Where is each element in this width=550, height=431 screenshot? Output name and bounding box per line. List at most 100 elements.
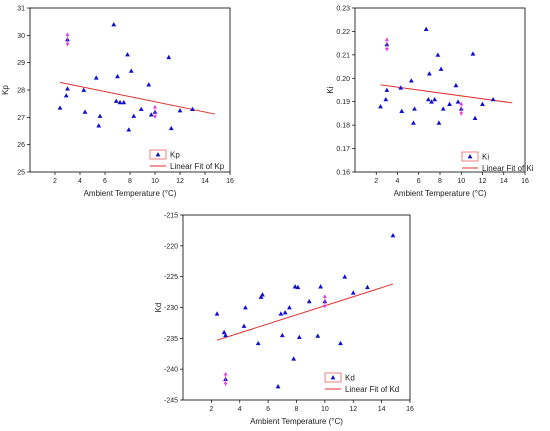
x-tick-label: 10	[321, 406, 329, 413]
y-axis-label: Ki	[326, 86, 335, 93]
data-point	[81, 87, 87, 92]
data-point	[365, 284, 370, 290]
data-point	[306, 298, 312, 304]
legend-swatch-box	[149, 149, 167, 160]
highlight-marker	[384, 37, 389, 52]
data-point	[221, 329, 227, 335]
data-point	[258, 294, 264, 299]
data-point	[93, 75, 99, 80]
data-point	[398, 85, 404, 90]
data-point	[432, 96, 438, 102]
data-point	[214, 311, 220, 316]
data-point	[287, 305, 292, 310]
x-tick-label: 8	[128, 178, 132, 185]
data-point	[472, 115, 478, 121]
data-point	[63, 93, 69, 98]
legend-triangle-icon	[155, 152, 161, 157]
y-tick-label: 27	[17, 115, 25, 122]
x-tick-label: 4	[238, 406, 242, 413]
y-tick-label: 31	[17, 6, 25, 13]
legend-label-series: Kp	[170, 151, 180, 160]
data-point	[295, 284, 301, 290]
data-point	[125, 52, 130, 57]
data-point	[296, 334, 302, 340]
y-tick-label: 28	[17, 88, 25, 95]
data-point	[447, 101, 452, 106]
y-tick-label: -215	[164, 213, 178, 220]
x-tick-label: 12	[479, 178, 487, 185]
plot-frame	[182, 214, 411, 401]
highlight-marker	[153, 104, 157, 119]
data-point	[166, 54, 172, 60]
x-tick-label: 6	[266, 406, 270, 413]
data-point	[426, 71, 432, 76]
legend: Ki Linear Fit of Ki	[461, 151, 534, 173]
x-tick-label: 2	[374, 178, 378, 185]
linear-fit-line	[59, 81, 216, 115]
data-point	[480, 101, 485, 106]
data-point	[435, 52, 441, 57]
legend-label-fit: Linear Fit of Ki	[482, 164, 534, 173]
y-tick-label: 29	[17, 60, 25, 67]
data-point	[440, 106, 446, 111]
y-tick-label: 0.18	[336, 123, 350, 130]
legend-triangle-icon	[467, 154, 473, 159]
x-tick-label: 4	[396, 178, 400, 185]
legend-label-series: Kd	[345, 374, 355, 383]
y-tick-label: 0.16	[336, 170, 350, 177]
chart-panel-ki: 2 4 6 8 10 12 14 16 0.16 0.17 0.18 0.19 0.20 0.21 0.22…	[326, 6, 534, 199]
x-tick-label: 12	[349, 406, 357, 413]
x-axis-label: Ambient Temperature (°C)	[394, 189, 487, 198]
data-point	[190, 106, 195, 112]
data-point	[455, 99, 461, 104]
x-tick-label: 14	[378, 406, 386, 413]
data-point	[121, 99, 127, 105]
data-point	[429, 99, 434, 104]
data-point	[315, 333, 321, 338]
legend-label-fit: Linear Fit of Kd	[345, 385, 399, 394]
data-point	[423, 26, 429, 32]
x-tick-label: 12	[176, 178, 184, 185]
legend: Kp Linear Fit of Kp	[149, 149, 225, 171]
data-point	[318, 284, 324, 289]
x-tick-label: 2	[209, 406, 213, 413]
x-tick-label: 10	[151, 178, 159, 185]
data-point	[470, 51, 476, 56]
data-point	[126, 127, 132, 132]
data-point	[383, 96, 389, 102]
x-tick-label: 2	[53, 178, 57, 185]
y-axis-label: Kd	[154, 303, 163, 313]
data-point	[425, 96, 431, 102]
x-tick-label: 4	[78, 178, 82, 185]
x-axis-label: Ambient Temperature (°C)	[250, 417, 343, 426]
y-tick-label: -225	[164, 274, 178, 281]
y-tick-label: -240	[164, 367, 178, 374]
data-point	[82, 109, 88, 114]
data-point	[438, 66, 444, 71]
y-tick-label: 26	[17, 142, 25, 149]
data-point	[65, 86, 70, 91]
y-tick-label: 0.20	[336, 76, 350, 83]
data-point	[378, 104, 383, 109]
data-point	[146, 82, 152, 87]
legend-label-series: Ki	[482, 153, 489, 162]
highlight-marker	[223, 372, 228, 387]
y-tick-label: -230	[164, 305, 178, 312]
data-point	[408, 78, 414, 83]
data-point	[97, 113, 103, 118]
plot-frame	[354, 7, 526, 173]
highlight-marker	[65, 32, 70, 47]
data-point	[399, 108, 405, 114]
data-point	[117, 99, 123, 105]
data-point	[241, 323, 247, 328]
data-point	[338, 340, 343, 346]
data-point	[57, 105, 63, 110]
data-point	[390, 232, 396, 238]
x-tick-label: 8	[295, 406, 299, 413]
plot-frame	[29, 7, 231, 173]
y-tick-label: 0.22	[336, 29, 350, 36]
data-point	[411, 120, 416, 125]
y-tick-label: 0.17	[336, 146, 350, 153]
data-point	[260, 292, 265, 297]
